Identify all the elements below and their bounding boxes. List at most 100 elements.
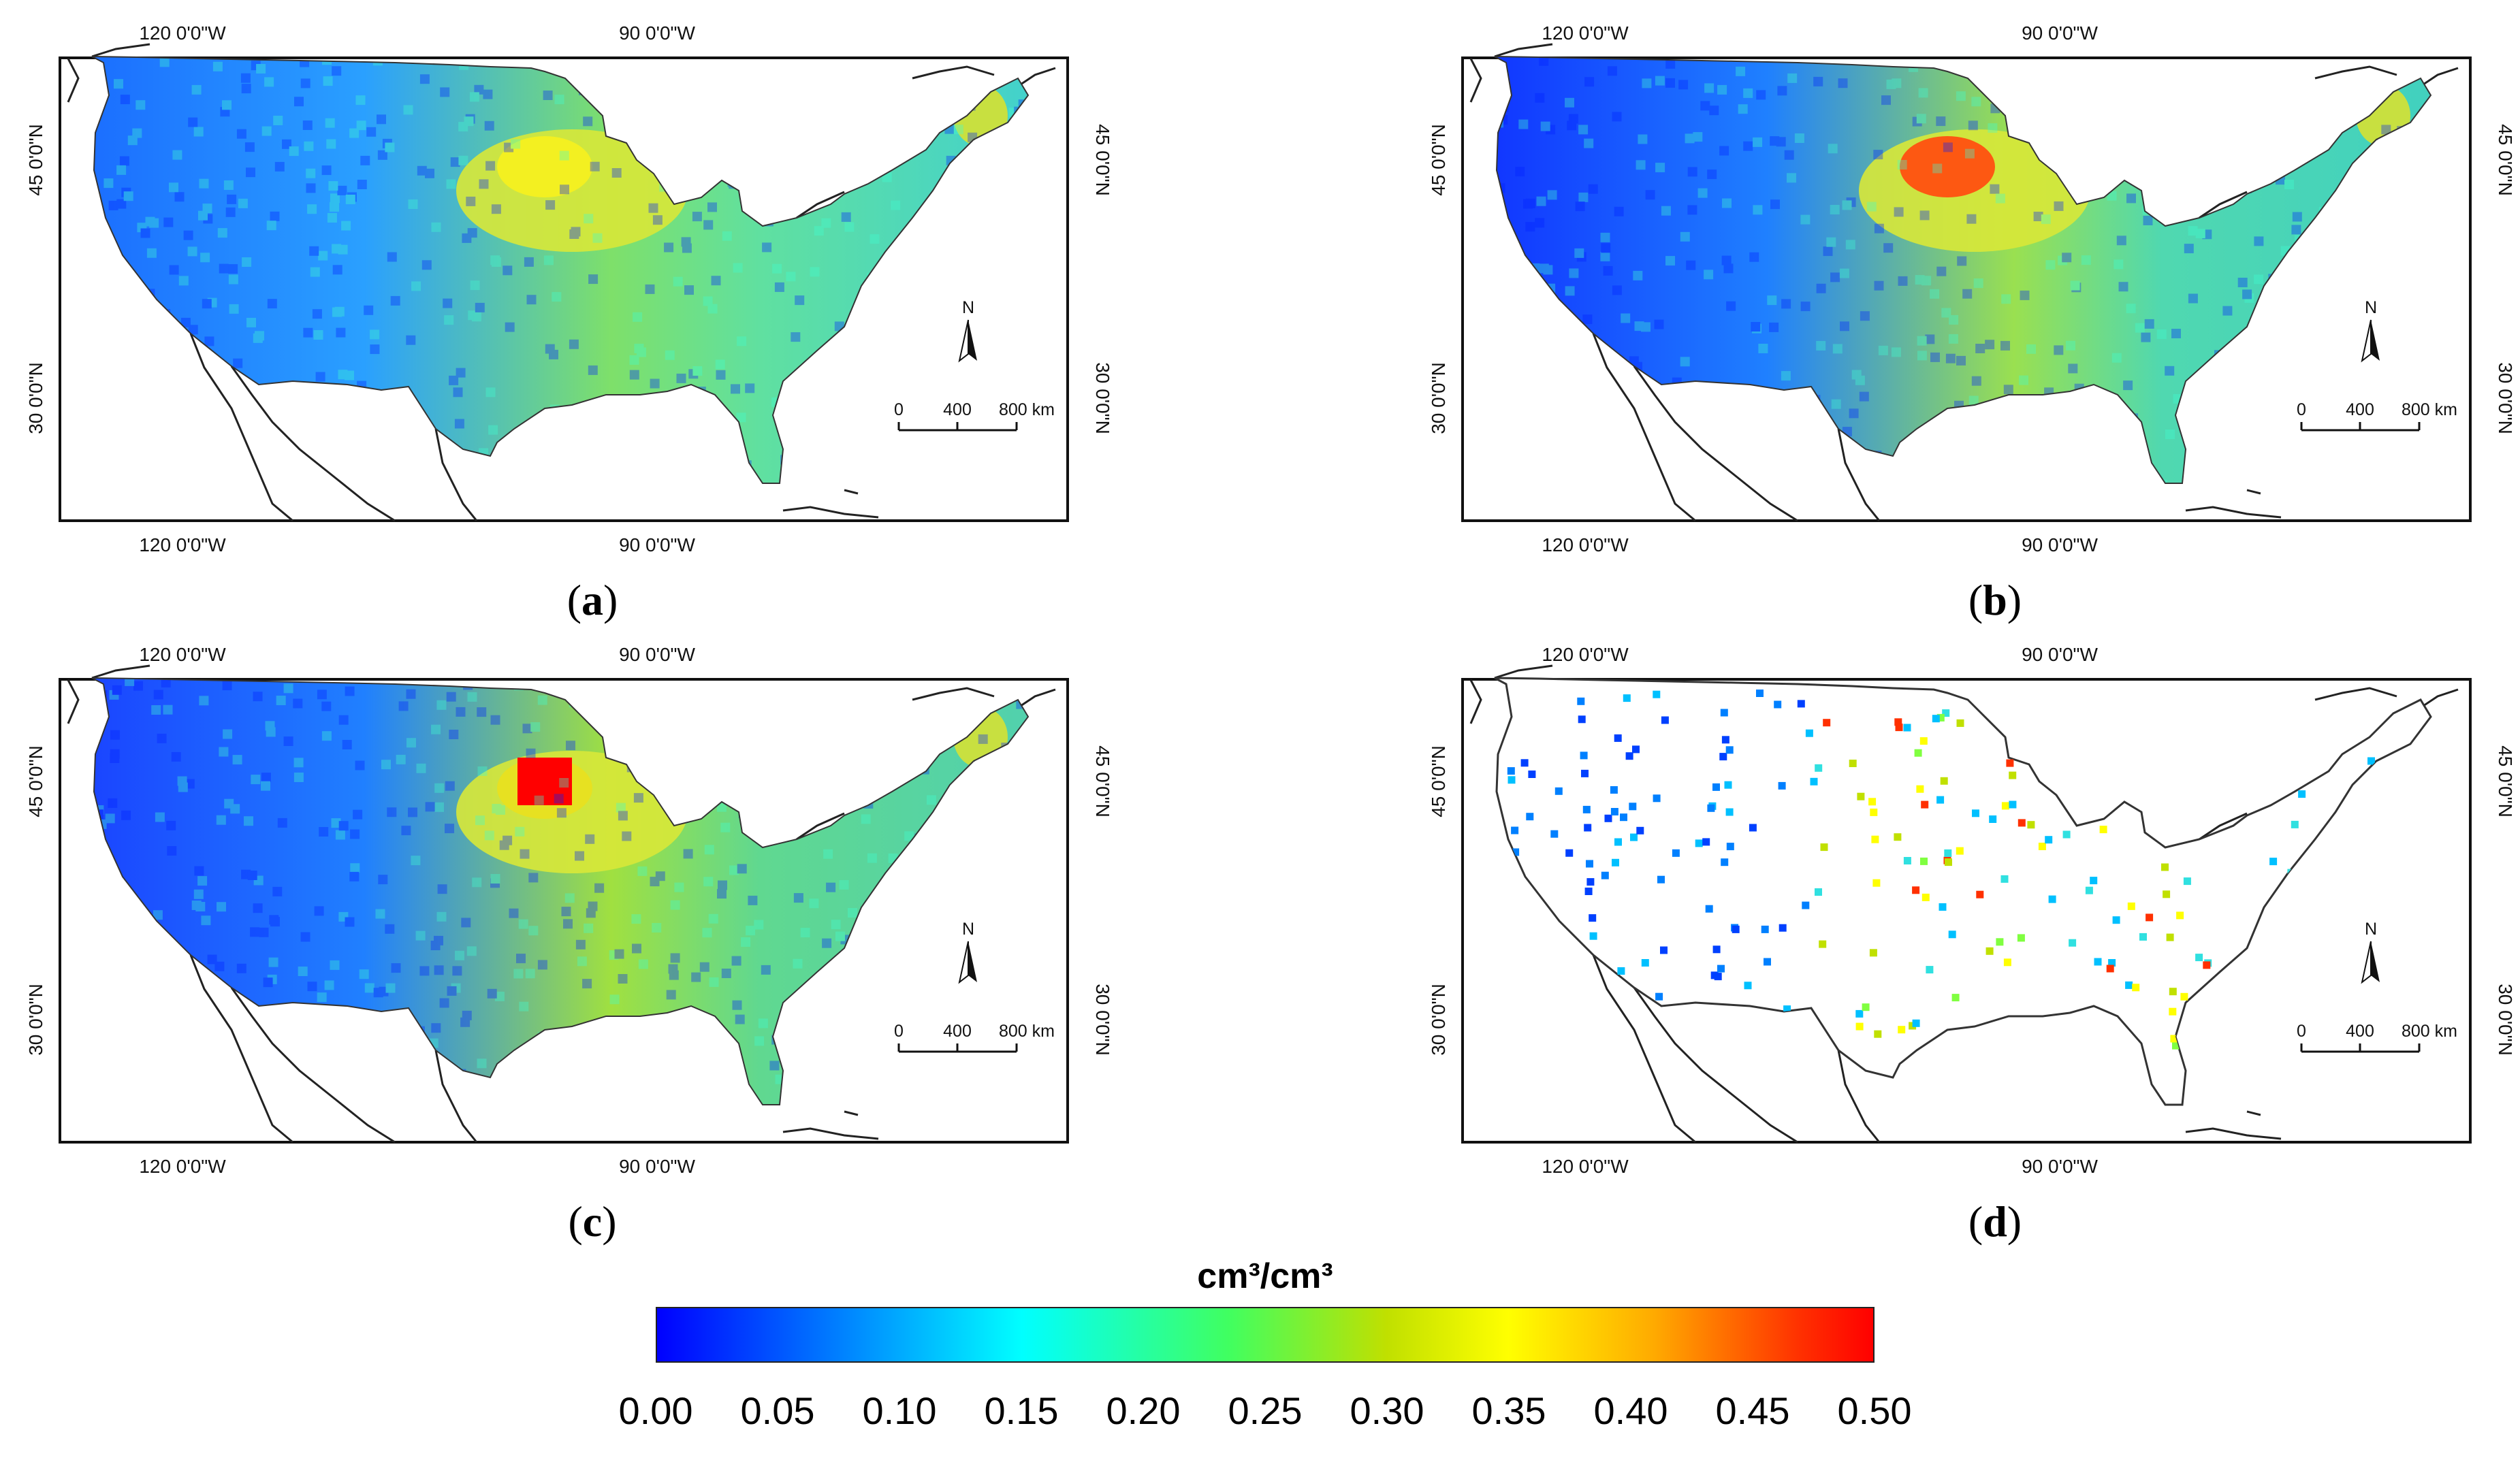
texture-pixel: [169, 265, 179, 275]
texture-pixel: [566, 741, 575, 751]
lon-label-bottom-120: 120 0'0"W: [139, 1156, 226, 1177]
texture-pixel: [1568, 114, 1578, 124]
texture-pixel: [717, 889, 727, 899]
texture-pixel: [419, 74, 430, 84]
station-point: [1620, 813, 1627, 822]
texture-pixel: [1973, 278, 1983, 289]
texture-pixel: [754, 920, 764, 930]
texture-pixel: [2068, 363, 2078, 374]
station-point: [2127, 902, 2135, 910]
texture-pixel: [490, 878, 500, 888]
texture-pixel: [1846, 197, 1856, 208]
station-point: [2183, 877, 2191, 886]
texture-pixel: [681, 237, 691, 247]
texture-pixel: [737, 336, 747, 346]
texture-pixel: [259, 927, 269, 937]
texture-pixel: [741, 937, 751, 947]
texture-pixel: [1830, 272, 1840, 282]
texture-pixel: [561, 907, 571, 917]
texture-pixel: [174, 192, 185, 202]
texture-pixel: [110, 749, 120, 759]
texture-pixel: [554, 95, 564, 105]
station-point: [2003, 958, 2011, 967]
station-point: [1623, 694, 1631, 702]
station-point: [1778, 781, 1786, 790]
texture-pixel: [861, 814, 871, 824]
texture-pixel: [461, 918, 471, 928]
texture-pixel: [163, 704, 173, 715]
texture-pixel: [590, 161, 600, 172]
north-arrow-left-half: [958, 941, 969, 984]
texture-pixel: [216, 815, 226, 825]
texture-pixel: [431, 724, 441, 734]
texture-pixel: [444, 315, 454, 325]
texture-pixel: [324, 980, 334, 990]
station-point: [1584, 824, 1592, 832]
texture-pixel: [447, 986, 457, 996]
texture-pixel: [1816, 340, 1826, 351]
station-point: [1580, 751, 1588, 760]
texture-pixel: [217, 902, 226, 912]
texture-pixel: [490, 715, 500, 725]
texture-pixel: [408, 807, 417, 817]
station-point: [1932, 715, 1940, 723]
texture-pixel: [241, 869, 251, 879]
texture-pixel: [699, 962, 709, 972]
texture-pixel: [434, 802, 444, 812]
texture-pixel: [526, 748, 536, 758]
station-point: [2172, 1041, 2180, 1050]
texture-pixel: [350, 829, 360, 839]
station-point: [1857, 792, 1865, 800]
texture-pixel: [345, 686, 355, 696]
texture-pixel: [1687, 167, 1697, 177]
texture-pixel: [1921, 276, 1932, 286]
texture-pixel: [298, 967, 308, 976]
texture-pixel: [349, 871, 360, 881]
texture-pixel: [103, 178, 114, 189]
texture-pixel: [105, 813, 115, 824]
station-point: [1528, 771, 1536, 778]
texture-pixel: [560, 184, 569, 195]
station-point: [2048, 895, 2056, 903]
texture-pixel: [159, 57, 170, 67]
texture-pixel: [800, 928, 810, 938]
texture-pixel: [1966, 214, 1977, 224]
texture-pixel: [1569, 268, 1579, 278]
texture-pixel: [114, 79, 123, 89]
texture-pixel: [1641, 322, 1650, 332]
texture-pixel: [137, 223, 147, 233]
texture-pixel: [618, 811, 628, 821]
texture-pixel: [575, 851, 584, 861]
map-furniture: N 0 400 800 km: [2297, 920, 2457, 1053]
texture-pixel: [1769, 322, 1779, 332]
scale-bar-label: 800 km: [2402, 400, 2457, 419]
texture-pixel: [472, 877, 482, 888]
texture-pixel: [1800, 214, 1811, 225]
texture-pixel: [618, 974, 628, 984]
texture-pixel: [202, 204, 212, 214]
texture-pixel: [691, 972, 701, 982]
texture-pixel: [467, 228, 477, 238]
texture-pixel: [629, 370, 639, 380]
texture-pixel: [1930, 352, 1940, 362]
station-point: [2161, 863, 2169, 871]
texture-pixel: [1633, 270, 1643, 280]
texture-pixel: [839, 879, 849, 890]
texture-pixel: [1767, 295, 1777, 306]
texture-pixel: [282, 139, 291, 149]
station-point: [1894, 833, 1902, 841]
scale-bar-label: 800 km: [999, 400, 1055, 419]
texture-pixel: [317, 690, 327, 700]
texture-pixel: [145, 216, 155, 227]
texture-pixel: [844, 222, 855, 232]
texture-pixel: [229, 304, 239, 314]
texture-pixel: [327, 213, 337, 223]
texture-pixel: [289, 146, 299, 157]
moisture-hotspot: [517, 758, 572, 805]
texture-pixel: [1800, 302, 1811, 312]
conus-outline: [91, 677, 1030, 1105]
station-point: [2038, 843, 2046, 850]
texture-pixel: [434, 783, 445, 793]
texture-pixel: [2156, 329, 2167, 340]
north-arrow-right-half: [968, 320, 977, 361]
